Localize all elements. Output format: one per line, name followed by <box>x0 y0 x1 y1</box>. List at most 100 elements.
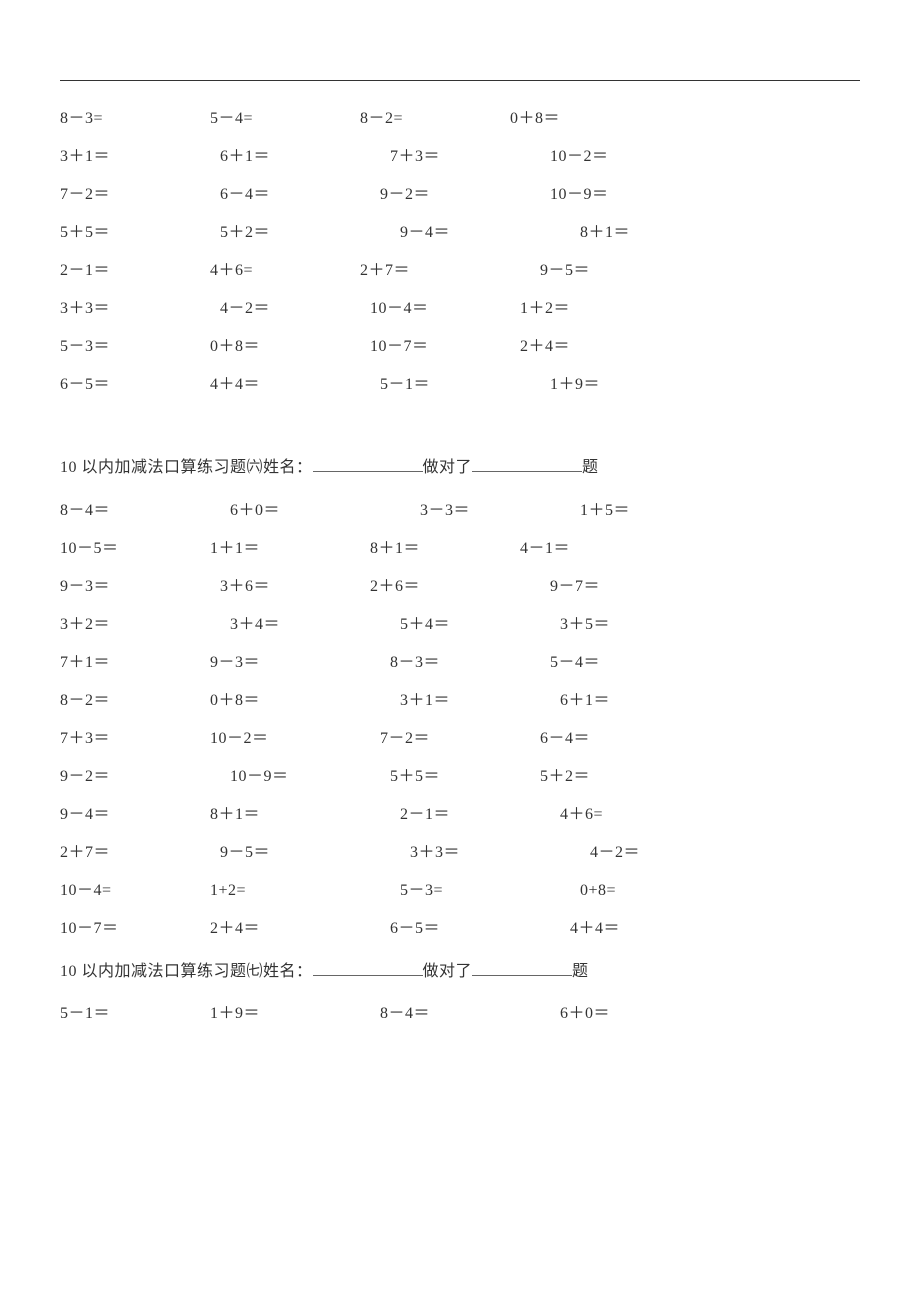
problem-cell: 4－1＝ <box>520 541 670 557</box>
problem-row: 9－2＝10－9＝5＋5＝5＋2＝ <box>60 769 860 785</box>
problem-row: 3＋3＝4－2＝10－4＝1＋2＝ <box>60 301 860 317</box>
problem-cell: 6－4＝ <box>210 187 370 203</box>
score-blank[interactable] <box>472 455 582 472</box>
problem-cell: 3＋3＝ <box>60 301 210 317</box>
problem-row: 7－2＝6－4＝9－2＝10－9＝ <box>60 187 860 203</box>
problem-cell: 4＋4＝ <box>210 377 360 393</box>
problem-cell: 10－9＝ <box>530 187 700 203</box>
problem-row: 8－3=5－4=8－2=0＋8＝ <box>60 111 860 127</box>
header-suffix: 题 <box>582 459 599 476</box>
problem-cell: 10－2＝ <box>210 731 360 747</box>
problem-cell: 0＋8＝ <box>210 339 360 355</box>
problem-cell: 1＋5＝ <box>570 503 730 519</box>
problem-cell: 6－4＝ <box>530 731 690 747</box>
problem-cell: 5－4＝ <box>540 655 700 671</box>
problem-cell: 3＋6＝ <box>210 579 370 595</box>
problem-cell: 1+2= <box>210 883 360 899</box>
problem-cell: 2－1＝ <box>360 807 550 823</box>
problem-cell: 6＋0＝ <box>210 503 380 519</box>
problem-cell: 5＋2＝ <box>540 769 690 785</box>
header-suffix: 题 <box>572 963 589 980</box>
problem-cell: 2＋7＝ <box>360 263 510 279</box>
problem-cell: 8－2＝ <box>60 693 210 709</box>
problem-row: 3＋2＝3＋4＝5＋4＝3＋5＝ <box>60 617 860 633</box>
header-prefix: 10 以内加减法口算练习题㈥姓名： <box>60 459 313 476</box>
problem-cell: 3＋3＝ <box>370 845 560 861</box>
problem-cell: 10－7＝ <box>360 339 520 355</box>
problem-cell: 3＋5＝ <box>550 617 710 633</box>
problem-cell: 3＋1＝ <box>60 149 210 165</box>
problem-cell: 5－1＝ <box>360 377 530 393</box>
problem-cell: 8＋1＝ <box>360 541 520 557</box>
name-blank[interactable] <box>313 959 423 976</box>
problem-cell: 9－4＝ <box>60 807 210 823</box>
problem-cell: 3＋1＝ <box>360 693 550 709</box>
section-3-header: 10 以内加减法口算练习题㈦姓名：做对了题 <box>60 959 860 985</box>
problem-cell: 9－3＝ <box>60 579 210 595</box>
problem-cell: 7－2＝ <box>60 187 210 203</box>
problem-row: 10－4=1+2=5－3=0+8= <box>60 883 860 899</box>
problem-cell: 10－4＝ <box>370 301 520 317</box>
section-3-problems: 5－1＝1＋9＝8－4＝6＋0＝ <box>60 1006 860 1022</box>
problem-cell: 0+8= <box>550 883 730 899</box>
section-2-problems: 8－4＝6＋0＝3－3＝1＋5＝10－5＝1＋1＝8＋1＝4－1＝9－3＝3＋6… <box>60 503 860 937</box>
problem-cell: 2＋4＝ <box>520 339 670 355</box>
problem-cell: 7－2＝ <box>360 731 530 747</box>
problem-cell: 9－5＝ <box>510 263 690 279</box>
problem-cell: 5＋4＝ <box>380 617 550 633</box>
problem-row: 8－4＝6＋0＝3－3＝1＋5＝ <box>60 503 860 519</box>
score-blank[interactable] <box>472 959 572 976</box>
problem-cell: 9－2＝ <box>60 769 210 785</box>
problem-row: 7＋1＝9－3＝8－3＝5－4＝ <box>60 655 860 671</box>
problem-cell: 5－4= <box>210 111 360 127</box>
problem-row: 2＋7＝9－5＝3＋3＝4－2＝ <box>60 845 860 861</box>
problem-cell: 5＋5＝ <box>60 225 210 241</box>
problem-cell: 10－9＝ <box>210 769 380 785</box>
problem-cell: 4＋6= <box>550 807 710 823</box>
problem-row: 9－4＝8＋1＝2－1＝4＋6= <box>60 807 860 823</box>
horizontal-rule <box>60 80 860 81</box>
problem-cell: 8＋1＝ <box>550 225 730 241</box>
problem-row: 6－5＝4＋4＝5－1＝1＋9＝ <box>60 377 860 393</box>
section-2-header: 10 以内加减法口算练习题㈥姓名： 做对了 题 <box>60 455 860 481</box>
problem-cell: 7＋3＝ <box>370 149 540 165</box>
problem-cell: 0＋8＝ <box>210 693 360 709</box>
problem-row: 10－7＝2＋4＝6－5＝4＋4＝ <box>60 921 860 937</box>
problem-cell: 6－5＝ <box>60 377 210 393</box>
problem-cell: 3＋2＝ <box>60 617 210 633</box>
problem-cell: 9－5＝ <box>210 845 370 861</box>
problem-cell: 2＋6＝ <box>370 579 520 595</box>
problem-cell: 6＋0＝ <box>530 1006 710 1022</box>
problem-cell: 5－3= <box>360 883 550 899</box>
problem-cell: 6＋1＝ <box>210 149 370 165</box>
problem-cell: 4＋4＝ <box>540 921 720 937</box>
problem-row: 8－2＝0＋8＝3＋1＝6＋1＝ <box>60 693 860 709</box>
problem-cell: 10－2＝ <box>540 149 700 165</box>
problem-cell: 1＋2＝ <box>520 301 670 317</box>
problem-cell: 7＋3＝ <box>60 731 210 747</box>
header-mid: 做对了 <box>423 459 473 476</box>
problem-cell: 2＋4＝ <box>210 921 360 937</box>
problem-row: 5＋5＝5＋2＝9－4＝8＋1＝ <box>60 225 860 241</box>
problem-cell: 4＋6= <box>210 263 360 279</box>
problem-cell: 8－4＝ <box>360 1006 530 1022</box>
problem-row: 5－1＝1＋9＝8－4＝6＋0＝ <box>60 1006 860 1022</box>
name-blank[interactable] <box>313 455 423 472</box>
problem-cell: 7＋1＝ <box>60 655 210 671</box>
problem-cell: 10－4= <box>60 883 210 899</box>
problem-cell: 9－7＝ <box>520 579 700 595</box>
problem-cell: 5－3＝ <box>60 339 210 355</box>
problem-row: 5－3＝0＋8＝10－7＝2＋4＝ <box>60 339 860 355</box>
problem-cell: 8＋1＝ <box>210 807 360 823</box>
problem-cell: 1＋9＝ <box>530 377 700 393</box>
problem-cell: 8－2= <box>360 111 510 127</box>
problem-cell: 8－3= <box>60 111 210 127</box>
problem-cell: 5－1＝ <box>60 1006 210 1022</box>
problem-cell: 1＋1＝ <box>210 541 360 557</box>
section-1-problems: 8－3=5－4=8－2=0＋8＝3＋1＝6＋1＝7＋3＝10－2＝7－2＝6－4… <box>60 111 860 393</box>
problem-cell: 6＋1＝ <box>550 693 710 709</box>
problem-cell: 2－1＝ <box>60 263 210 279</box>
problem-cell: 9－2＝ <box>370 187 530 203</box>
problem-cell: 8－4＝ <box>60 503 210 519</box>
problem-cell: 5＋2＝ <box>210 225 370 241</box>
